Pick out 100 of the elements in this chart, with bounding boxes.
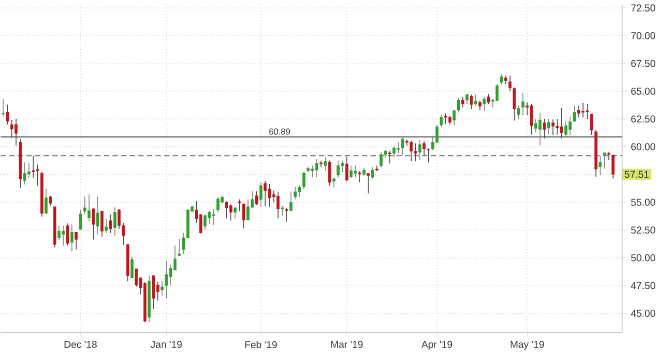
candlestick	[396, 142, 400, 154]
candlestick	[388, 150, 392, 164]
candlestick	[66, 222, 70, 246]
candlestick	[285, 207, 288, 222]
x-tick-label: Apr '19	[421, 340, 452, 350]
ref-line-label: 60.89	[269, 128, 290, 134]
candlestick	[371, 166, 374, 179]
candlestick	[6, 104, 9, 125]
candlestick	[410, 140, 413, 162]
candlestick	[44, 188, 48, 214]
candlestick	[2, 98, 5, 118]
y-tick-label: 70.00	[631, 32, 656, 40]
candlestick	[130, 256, 134, 278]
candlestick	[92, 207, 95, 240]
candlestick	[577, 105, 580, 118]
candlestick	[100, 210, 104, 237]
y-tick-label: 50.00	[631, 254, 656, 262]
candlestick	[422, 140, 426, 156]
candlestick	[48, 196, 52, 206]
candlestick	[255, 190, 258, 206]
candlestick	[482, 96, 486, 111]
y-tick-label: 72.50	[631, 4, 656, 12]
candlestick	[452, 110, 456, 126]
candlestick	[542, 118, 546, 139]
candlestick	[478, 100, 482, 110]
candlestick	[32, 155, 35, 178]
candlestick	[79, 208, 82, 230]
y-tick-label: 45.00	[630, 310, 656, 317]
candlestick	[350, 165, 353, 178]
candlestick	[96, 196, 100, 235]
candlestick	[345, 156, 348, 182]
candlestick	[242, 203, 246, 229]
candlestick	[178, 238, 181, 256]
candlestick	[380, 152, 383, 168]
candlestick	[366, 172, 370, 194]
candlestick	[62, 225, 65, 246]
candlestick	[27, 162, 30, 178]
candlestick	[572, 105, 576, 122]
x-tick-label: Mar '19	[331, 340, 363, 348]
candlestick	[315, 158, 318, 178]
candlestick	[259, 182, 262, 207]
candlestick	[199, 214, 202, 234]
candlestick	[354, 165, 357, 178]
candlestick	[264, 180, 267, 206]
candlestick	[440, 114, 443, 128]
candlestick	[10, 120, 14, 138]
candlestick	[461, 96, 464, 108]
candlestick	[470, 94, 473, 110]
candlestick	[104, 218, 108, 234]
candlestick	[302, 172, 306, 190]
candlestick	[58, 225, 61, 240]
candlestick	[204, 214, 207, 230]
x-tick-label: Dec '18	[64, 340, 97, 348]
candlestick	[280, 206, 284, 216]
candlestick	[444, 112, 448, 124]
y-tick-label: 65.00	[631, 88, 656, 95]
candlestick	[160, 280, 164, 296]
candlestick	[556, 118, 559, 135]
y-tick-label: 67.50	[631, 60, 656, 67]
candlestick	[603, 152, 606, 169]
y-tick-label: 62.50	[631, 115, 656, 122]
x-tick-label: Feb '19	[245, 340, 277, 348]
candlestick	[517, 104, 520, 120]
candlestick	[83, 196, 86, 215]
candlestick	[229, 203, 232, 221]
annotation: 57.51	[624, 170, 649, 178]
candlestick	[320, 160, 322, 168]
candlestick	[113, 206, 116, 236]
y-tick-label: 60.00	[631, 143, 656, 150]
candlestick	[23, 162, 26, 185]
candlestick	[590, 113, 594, 136]
candlestick	[324, 156, 327, 171]
x-tick-label: Jan '19	[150, 340, 182, 348]
candlestick	[530, 103, 533, 135]
candlestick	[134, 268, 138, 287]
candlestick	[238, 198, 241, 212]
candlestick	[500, 74, 503, 85]
candlestick	[74, 232, 78, 250]
candlestick	[225, 200, 228, 219]
candlestick	[547, 118, 550, 135]
candlestick	[70, 224, 74, 252]
candlestick	[358, 170, 362, 183]
candlestick	[534, 118, 538, 133]
candlestick	[487, 93, 490, 104]
candlestick	[109, 214, 112, 234]
candlestick	[521, 92, 524, 116]
candlestick	[289, 192, 292, 212]
candlestick	[418, 140, 422, 160]
candlestick	[328, 160, 332, 186]
y-tick-label: 52.50	[631, 226, 656, 234]
candlestick	[598, 155, 602, 176]
x-tick-label: May '19	[510, 340, 544, 350]
y-tick-label: 55.00	[631, 198, 656, 206]
candlestick	[512, 86, 516, 121]
candlestick	[508, 75, 512, 92]
candlestick	[392, 146, 396, 158]
candlestick	[456, 97, 460, 113]
y-tick-label: 47.50	[630, 282, 656, 289]
candlestick	[336, 160, 340, 178]
candlestick	[332, 176, 336, 188]
